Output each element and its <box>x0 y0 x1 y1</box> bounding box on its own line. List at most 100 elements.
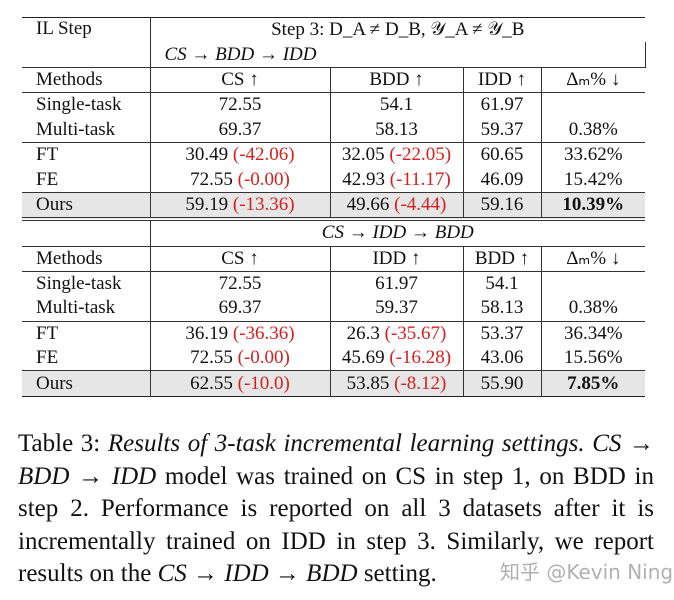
order: CS → IDD → BDD <box>321 222 474 244</box>
row: Single-task 72.55 54.1 61.97 <box>22 92 645 118</box>
column-header: CS ↑ <box>150 67 331 93</box>
cell: 59.37 <box>330 296 464 322</box>
cell-delta: (-42.06) <box>232 144 295 166</box>
cell: 59.37 <box>463 117 542 143</box>
cell: 7.85% <box>541 370 646 397</box>
caption-text: setting. <box>357 560 437 587</box>
cell-delta: (-8.12) <box>394 372 447 394</box>
cell-value: 49.66 <box>346 193 390 215</box>
cell: FE <box>22 167 151 193</box>
cell: Single-task <box>22 92 151 118</box>
cell: 59.19 (-13.36) <box>150 192 331 220</box>
cell: Multi-task <box>22 296 151 322</box>
row: FE 72.55 (-0.00) 42.93 (-11.17) 46.09 15.42% <box>22 167 646 193</box>
cell: 72.55 <box>150 92 331 118</box>
row: FT 30.49 (-42.06) 32.05 (-22.05) 60.65 33.62… <box>22 142 645 168</box>
caption-text: model was trained on CS in step 1, on BD… <box>18 462 654 588</box>
cell: 26.3 (-35.67) <box>330 321 464 347</box>
cell: 32.05 (-22.05) <box>330 142 464 168</box>
cell: 69.37 <box>150 117 331 143</box>
cell: Single-task <box>22 271 151 297</box>
column-header: IDD ↑ <box>330 246 464 272</box>
cell: 54.1 <box>463 271 542 297</box>
cell-delta: (-35.67) <box>384 322 447 344</box>
cell: 49.66 (-4.44) <box>330 192 464 220</box>
cell: 58.13 <box>463 296 542 322</box>
column-header: CS ↑ <box>150 246 331 272</box>
cell: 54.1 <box>330 92 464 118</box>
cell-delta: (-11.17) <box>389 168 451 190</box>
cell: 15.42% <box>563 168 623 190</box>
cell: 0.38% <box>568 118 618 140</box>
cell: 10.39% <box>541 192 646 220</box>
cell-delta: (-16.28) <box>389 347 452 369</box>
column-header: IDD ↑ <box>463 67 542 93</box>
caption-title: Results of 3-task incremental learning s… <box>107 430 585 457</box>
cell: 46.09 <box>463 167 542 193</box>
cell: 0.38% <box>568 297 618 319</box>
column-header: BDD ↑ <box>463 246 542 272</box>
cell-delta: (-22.05) <box>389 144 452 166</box>
cell-value: 62.55 <box>190 372 233 394</box>
cell: 43.06 <box>463 346 542 371</box>
cell-delta: (-13.36) <box>232 193 295 215</box>
empty-cell <box>541 271 645 296</box>
cell: 42.93 (-11.17) <box>330 167 464 193</box>
order-row: CS → IDD → BDD <box>22 219 646 247</box>
row: FE 72.55 (-0.00) 45.69 (-16.28) 43.06 15.56% <box>22 346 646 371</box>
cell-value: 30.49 <box>185 144 229 166</box>
step-header: IL Step <box>22 17 151 68</box>
cell: 59.16 <box>463 192 542 220</box>
empty-cell <box>22 219 151 247</box>
column-header: Methods <box>22 67 151 93</box>
cell-value: 59.19 <box>185 193 229 215</box>
cell: 72.55 (-0.00) <box>150 167 331 193</box>
cell: Ours <box>22 370 151 397</box>
caption-text: CS → BDD → IDD <box>18 430 654 490</box>
cell-delta: (-0.00) <box>237 347 290 369</box>
cell-value: 72.55 <box>190 347 233 369</box>
row: Ours 59.19 (-13.36) 49.66 (-4.44) 59.16 10.3… <box>22 192 646 220</box>
cell-value: 53.85 <box>346 372 390 394</box>
cell: 72.55 (-0.00) <box>150 346 331 371</box>
row: Multi-task 69.37 59.37 58.13 0.38% <box>22 296 646 322</box>
column-header: Δₘ% ↓ <box>566 68 621 90</box>
cell-value: 36.19 <box>185 322 229 344</box>
cell: 69.37 <box>150 296 331 322</box>
column-header: BDD ↑ <box>330 67 464 93</box>
cell-delta: (-10.0) <box>237 372 290 394</box>
cell-value: 45.69 <box>341 347 385 369</box>
row: Multi-task 69.37 58.13 59.37 0.38% <box>22 117 646 143</box>
column-header: Methods <box>22 246 151 272</box>
cell: 72.55 <box>150 271 331 297</box>
cell-value: 72.55 <box>190 168 233 190</box>
cell: 15.56% <box>563 347 623 369</box>
cell: 53.85 (-8.12) <box>330 370 464 397</box>
empty-cell <box>541 93 645 118</box>
column-header-row: Methods CS ↑ BDD ↑ IDD ↑ Δₘ% ↓ <box>22 67 646 93</box>
watermark: 知乎 @Kevin Ning <box>500 560 674 584</box>
column-header: Δₘ% ↓ <box>566 247 621 269</box>
caption: Table 3: Results of 3-task incremental l… <box>18 428 654 591</box>
cell: 55.90 <box>463 370 542 397</box>
row: FT 36.19 (-36.36) 26.3 (-35.67) 53.37 36.34% <box>22 321 645 347</box>
row: Single-task 72.55 61.97 54.1 <box>22 271 645 297</box>
cell: Multi-task <box>22 117 151 143</box>
cell-delta: (-4.44) <box>394 193 447 215</box>
cell: 30.49 (-42.06) <box>150 142 331 168</box>
cell: 62.55 (-10.0) <box>150 370 331 397</box>
step-title: Step 3: D_A ≠ D_B, 𝒴_A ≠ 𝒴_B <box>271 19 525 41</box>
cell-value: 26.3 <box>346 322 380 344</box>
cell: FT <box>22 321 151 347</box>
order-row: CS → BDD → IDD <box>22 42 646 68</box>
column-header-row: Methods CS ↑ IDD ↑ BDD ↑ Δₘ% ↓ <box>22 246 646 272</box>
caption-label: Table 3: <box>18 430 101 457</box>
cell-delta: (-36.36) <box>232 322 295 344</box>
row: Ours 62.55 (-10.0) 53.85 (-8.12) 55.90 7.85% <box>22 370 646 397</box>
cell: 61.97 <box>330 271 464 297</box>
cell: 33.62% <box>563 144 623 166</box>
cell: Ours <box>22 192 151 220</box>
cell: FE <box>22 346 151 371</box>
cell: 36.19 (-36.36) <box>150 321 331 347</box>
